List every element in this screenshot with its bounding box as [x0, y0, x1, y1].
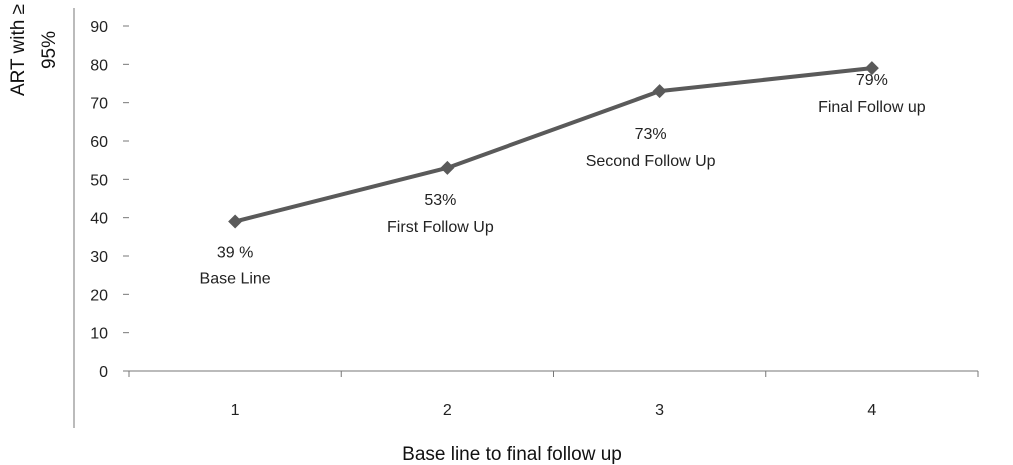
data-point-marker	[864, 61, 879, 76]
x-tick-label: 3	[655, 402, 664, 419]
y-tick-label: 90	[90, 19, 108, 36]
series-group	[228, 61, 879, 229]
y-tick-label: 10	[90, 326, 108, 343]
y-tick-label: 50	[90, 172, 108, 189]
data-point-marker	[440, 160, 455, 175]
point-value-label: 53%	[424, 192, 456, 209]
y-tick-label: 20	[90, 287, 108, 304]
data-point-marker	[652, 84, 667, 99]
x-tick-label: 2	[443, 402, 452, 419]
point-caption-label: First Follow Up	[387, 219, 494, 236]
point-labels: 39 % Base Line 53% First Follow Up 73% Second…	[200, 72, 926, 287]
y-axis-title-line-2: 95%	[39, 31, 60, 69]
y-tick-label: 70	[90, 96, 108, 113]
y-tick-label: 40	[90, 211, 108, 228]
series-line	[234, 66, 873, 224]
point-caption-label: Base Line	[200, 271, 271, 288]
x-tick-label: 1	[231, 402, 240, 419]
x-axis-title: Base line to final follow up	[402, 444, 622, 465]
y-tick-label: 60	[90, 134, 108, 151]
point-caption-label: Final Follow up	[818, 99, 926, 116]
point-caption-label: Second Follow Up	[586, 153, 716, 170]
x-tick-label: 4	[867, 402, 876, 419]
y-tick-label: 80	[90, 57, 108, 74]
point-value-label: 79%	[856, 72, 888, 89]
y-axis-title-line-1: ART with ≥	[8, 4, 29, 96]
data-point-marker	[228, 214, 243, 229]
point-value-label: 73%	[635, 126, 667, 143]
y-tick-label: 0	[99, 364, 108, 381]
point-value-label: 39 %	[217, 245, 253, 262]
x-axis-ticks: 1 2 3 4	[128, 371, 979, 419]
y-tick-label: 30	[90, 249, 108, 266]
y-axis-ticks: 0 10 20 30 40 50 60 70 80 90	[90, 19, 129, 381]
